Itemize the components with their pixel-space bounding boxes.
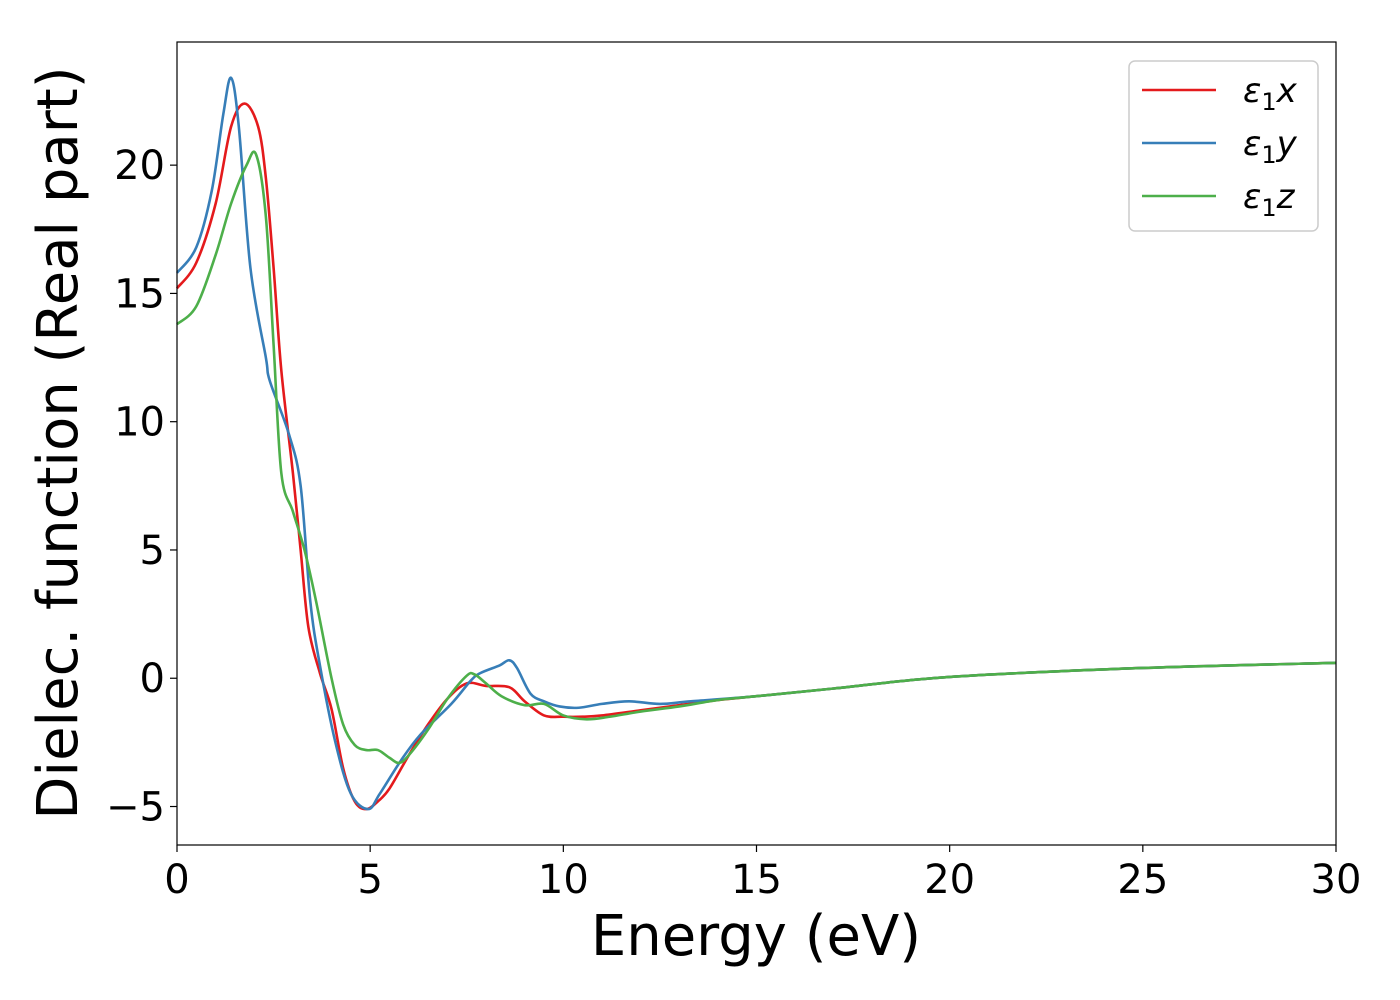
x-tick-label: 0 (164, 857, 189, 903)
legend-label-z: ε1z (1243, 177, 1296, 222)
series-line-y (175, 76, 1337, 811)
y-tick-label: −5 (106, 785, 165, 831)
legend-label-x: ε1x (1243, 71, 1298, 116)
legend: ε1x ε1y ε1z (1128, 60, 1319, 232)
y-tick-label: 10 (114, 400, 165, 446)
y-tick-label: 5 (140, 528, 165, 574)
y-tick-label: 20 (114, 143, 165, 189)
x-tick-label: 10 (538, 857, 589, 903)
y-axis-ticks: −5 0 5 10 15 20 (106, 143, 177, 831)
y-tick-label: 0 (140, 656, 165, 702)
x-axis-label: Energy (eV) (591, 904, 921, 969)
series-lines (175, 76, 1337, 811)
x-tick-label: 30 (1311, 857, 1362, 903)
x-tick-label: 25 (1117, 857, 1168, 903)
series-line-z (176, 150, 1337, 765)
x-tick-label: 5 (357, 857, 382, 903)
x-axis-ticks: 0 5 10 15 20 25 30 (164, 845, 1361, 903)
legend-label-y: ε1y (1243, 124, 1298, 169)
legend-box (1128, 60, 1319, 232)
x-tick-label: 20 (924, 857, 975, 903)
y-tick-label: 15 (114, 271, 165, 317)
x-tick-label: 15 (731, 857, 782, 903)
y-axis-label: Dielec. function (Real part) (26, 66, 91, 819)
